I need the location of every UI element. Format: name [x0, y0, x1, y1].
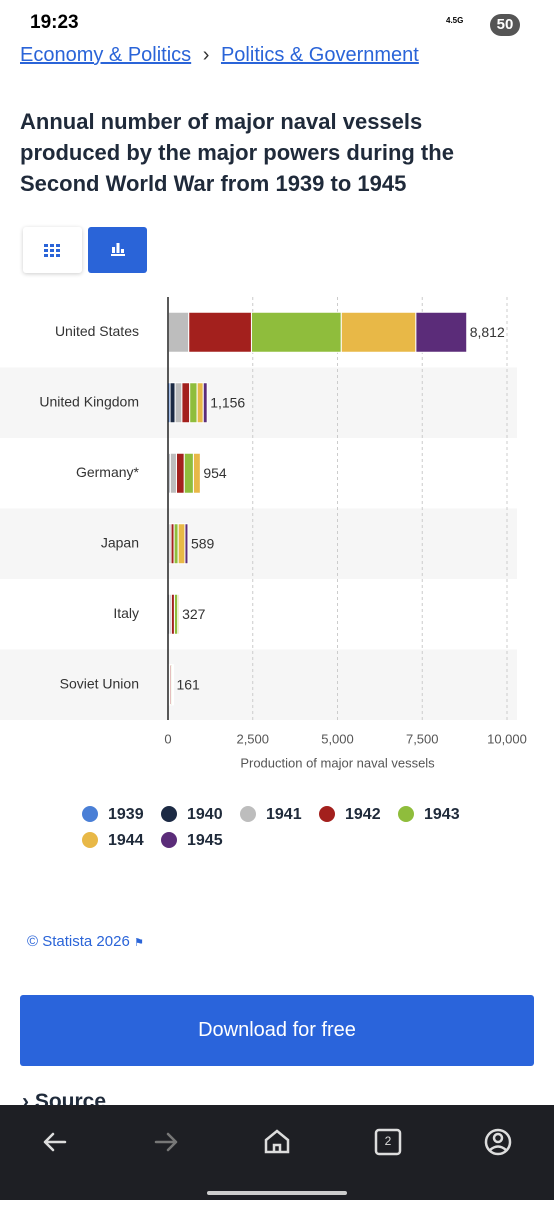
bar-icon	[88, 227, 147, 273]
bar-segment	[174, 594, 177, 634]
bar-segment	[170, 383, 175, 423]
table-view-button[interactable]	[23, 227, 82, 273]
bar-segment	[203, 383, 207, 423]
x-tick-label: 5,000	[321, 731, 354, 746]
y-tick-label: Italy	[113, 605, 139, 621]
bar-total-label: 589	[191, 535, 215, 551]
legend-swatch	[240, 806, 256, 822]
bar-segment	[170, 453, 176, 493]
copyright-text: © Statista 2026	[27, 933, 130, 950]
status-time: 19:23	[30, 12, 79, 34]
breadcrumb: Economy & Politics › Politics & Governme…	[20, 44, 419, 67]
x-axis-label: Production of major naval vessels	[240, 755, 435, 770]
bar-segment	[185, 524, 188, 564]
bar-segment	[176, 453, 184, 493]
bar-segment	[189, 312, 252, 352]
bar-segment	[182, 383, 190, 423]
bar-total-label: 954	[203, 465, 227, 481]
profile-head	[494, 1134, 502, 1142]
bar-segment	[184, 453, 193, 493]
legend-label: 1942	[345, 806, 381, 823]
back-icon[interactable]	[45, 1134, 65, 1150]
legend-swatch	[161, 806, 177, 822]
y-tick-label: Japan	[101, 534, 139, 550]
profile-body	[490, 1147, 506, 1151]
bar-total-label: 327	[182, 606, 206, 622]
x-tick-label: 0	[164, 731, 171, 746]
bar-segment	[178, 594, 179, 634]
home-icon[interactable]	[266, 1131, 288, 1152]
y-tick-label: United States	[55, 323, 139, 339]
bar-total-label: 161	[176, 676, 200, 692]
legend-label: 1941	[266, 806, 302, 823]
bar-segment	[175, 383, 182, 423]
bar-segment	[174, 524, 178, 564]
y-tick-label: United Kingdom	[39, 393, 139, 409]
tabs-count: 2	[376, 1134, 400, 1148]
legend-swatch	[319, 806, 335, 822]
bar-segment	[178, 524, 185, 564]
home-indicator	[207, 1191, 347, 1195]
legend-label: 1944	[108, 832, 144, 849]
breadcrumb-parent[interactable]: Economy & Politics	[20, 44, 191, 66]
legend-label: 1943	[424, 806, 460, 823]
legend-swatch	[398, 806, 414, 822]
x-tick-label: 2,500	[236, 731, 269, 746]
legend-label: 1940	[187, 806, 223, 823]
bar-segment	[193, 453, 200, 493]
breadcrumb-separator: ›	[203, 44, 210, 66]
y-tick-label: Germany*	[76, 464, 140, 480]
x-tick-label: 10,000	[487, 731, 527, 746]
status-network: 4.5G	[446, 16, 463, 25]
flag-icon: ⚑	[134, 937, 144, 949]
bar-segment	[341, 312, 416, 352]
bar-total-label: 8,812	[470, 324, 505, 340]
bar-segment	[197, 383, 203, 423]
grid-icon	[23, 227, 82, 273]
legend-swatch	[161, 832, 177, 848]
chart-view-button[interactable]	[88, 227, 147, 273]
breadcrumb-current[interactable]: Politics & Government	[221, 44, 419, 66]
legend-swatch	[82, 806, 98, 822]
legend-swatch	[82, 832, 98, 848]
bar-segment	[190, 383, 197, 423]
status-battery: 50	[490, 14, 520, 36]
nav-bar: 2	[0, 1105, 554, 1200]
copyright[interactable]: © Statista 2026 ⚑	[27, 933, 144, 950]
bar-segment	[168, 312, 188, 352]
row-band	[0, 509, 517, 580]
y-tick-label: Soviet Union	[60, 675, 139, 691]
x-tick-label: 7,500	[406, 731, 439, 746]
bar-total-label: 1,156	[210, 394, 245, 410]
bar-segment	[251, 312, 341, 352]
legend-label: 1939	[108, 806, 144, 823]
legend-label: 1945	[187, 832, 223, 849]
nav-icons	[0, 1105, 554, 1200]
download-button[interactable]: Download for free	[20, 995, 534, 1066]
chart-title: Annual number of major naval vessels pro…	[20, 106, 520, 199]
bar-segment	[416, 312, 467, 352]
forward-icon[interactable]	[156, 1134, 176, 1150]
